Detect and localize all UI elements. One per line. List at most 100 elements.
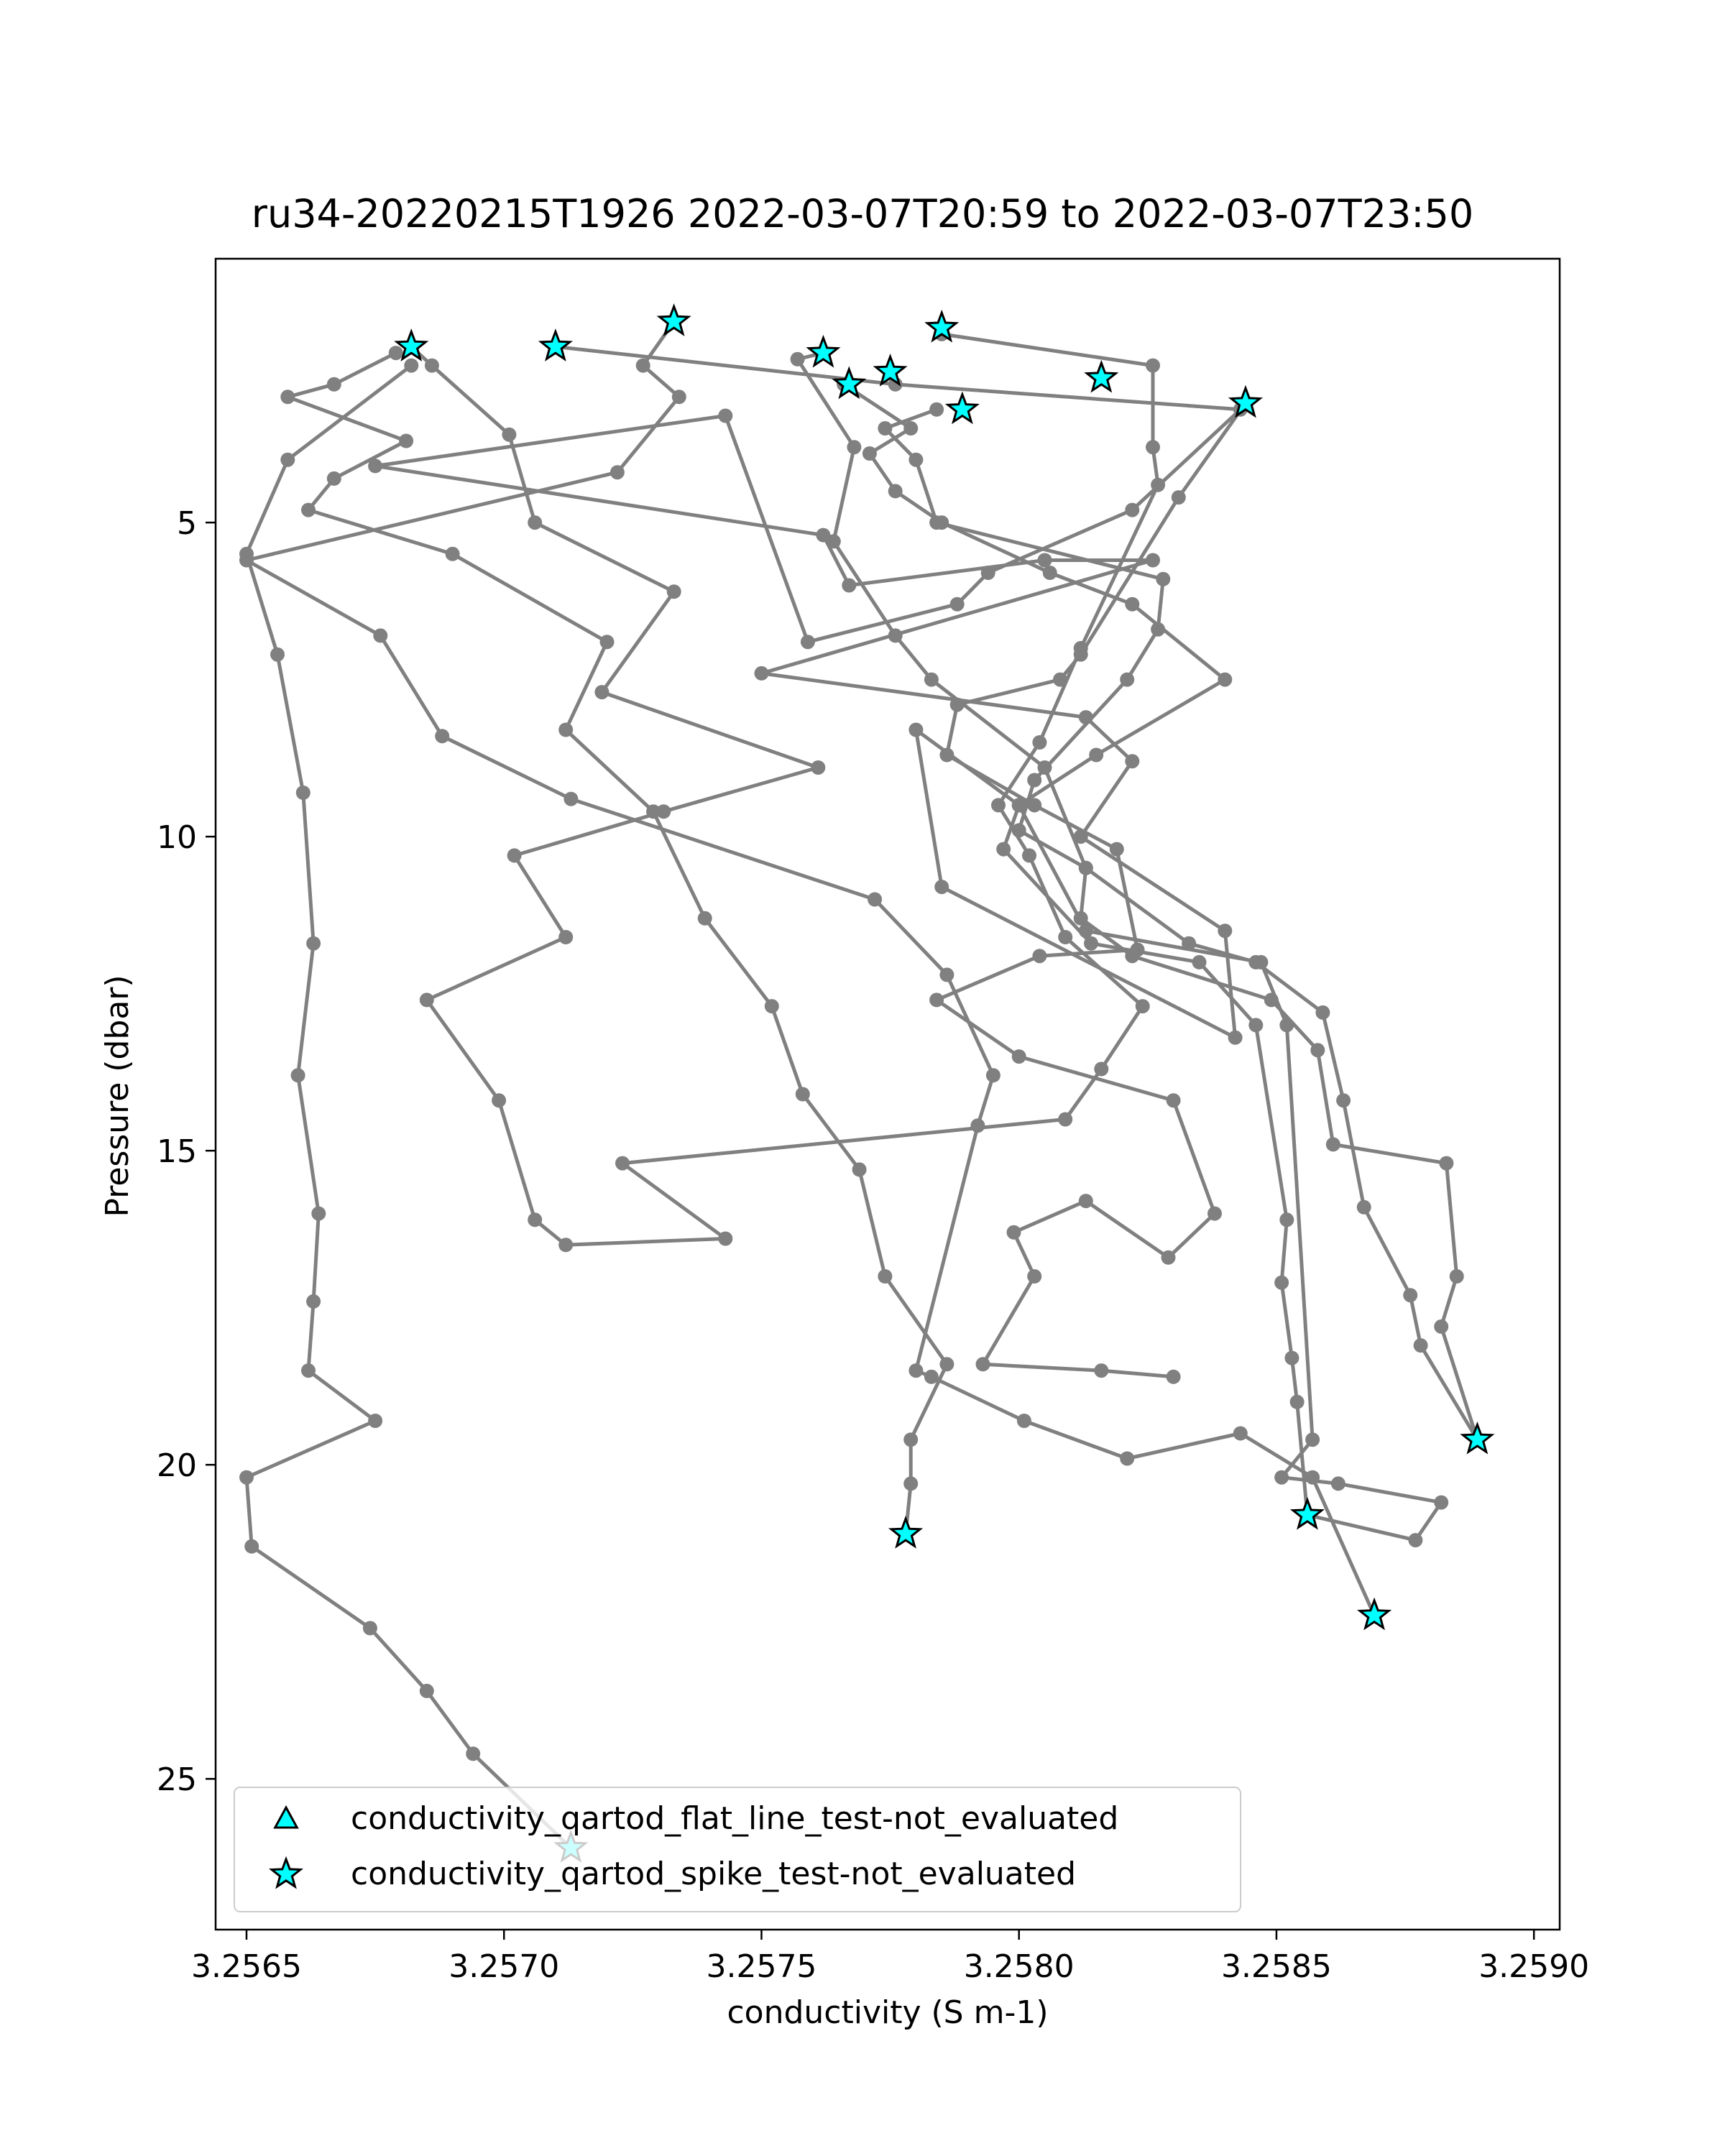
- data-point: [847, 440, 862, 455]
- y-axis-label: Pressure (dbar): [99, 975, 136, 1217]
- x-tick-label: 3.2585: [1221, 1948, 1332, 1985]
- data-point: [1336, 1093, 1351, 1108]
- data-point: [1027, 773, 1042, 788]
- x-tick-label: 3.2580: [964, 1948, 1075, 1985]
- data-point: [1053, 672, 1067, 687]
- data-point: [239, 1470, 254, 1485]
- data-point: [1094, 1061, 1109, 1077]
- data-point: [1248, 1018, 1264, 1033]
- data-point: [1356, 1199, 1371, 1215]
- data-point: [1182, 936, 1197, 951]
- data-point: [862, 446, 877, 461]
- data-point: [1449, 1269, 1464, 1284]
- data-point: [435, 729, 450, 744]
- data-point: [1218, 923, 1233, 939]
- data-point: [280, 452, 295, 467]
- data-point: [311, 1206, 326, 1221]
- data-point: [1006, 1225, 1021, 1240]
- data-point: [939, 967, 954, 982]
- data-point: [1434, 1319, 1449, 1334]
- plot-area: [214, 257, 1561, 1931]
- data-point: [795, 1087, 810, 1102]
- data-point: [671, 390, 686, 405]
- series-line: [410, 332, 1160, 1247]
- y-tick-label: 5: [177, 505, 197, 542]
- spike-flag-star: [656, 303, 691, 336]
- data-point: [949, 697, 965, 712]
- x-tick-label: 3.2570: [448, 1948, 559, 1985]
- data-point: [239, 546, 254, 561]
- data-point: [1022, 848, 1036, 863]
- data-point: [306, 936, 321, 951]
- y-tick-label: 15: [157, 1133, 197, 1170]
- data-point: [419, 1683, 434, 1698]
- data-point: [985, 1068, 1000, 1083]
- data-point: [326, 377, 341, 392]
- data-point: [1279, 1212, 1294, 1227]
- data-point: [852, 1162, 867, 1177]
- data-point: [1408, 1533, 1423, 1548]
- data-point: [1130, 942, 1145, 957]
- y-tick-label: 20: [157, 1447, 197, 1484]
- data-point: [1058, 1112, 1073, 1127]
- data-point: [1305, 1432, 1320, 1447]
- spike-flag-star: [832, 366, 867, 400]
- spike-flag-star: [944, 391, 980, 425]
- data-point: [970, 1118, 985, 1133]
- data-point: [295, 786, 310, 800]
- spike-flag-star: [538, 328, 573, 361]
- data-point: [1011, 1049, 1026, 1064]
- data-point: [975, 1357, 990, 1372]
- x-axis: 3.2565 3.2570 3.2575 3.2580 3.2585 3.2590: [191, 1930, 1589, 1985]
- data-point: [301, 1363, 316, 1378]
- data-point: [1146, 358, 1160, 373]
- x-tick-label: 3.2590: [1478, 1948, 1589, 1985]
- data-point: [996, 842, 1011, 857]
- series-line: [285, 351, 949, 1534]
- data-point: [507, 848, 522, 863]
- data-point: [1248, 954, 1264, 969]
- data-point: [466, 1746, 481, 1761]
- triangle-marker-glyph: [273, 1805, 299, 1829]
- data-point: [1305, 1470, 1320, 1485]
- data-point: [1027, 1269, 1042, 1284]
- data-point: [1403, 1288, 1418, 1303]
- chart-title: ru34-20220215T1926 2022-03-07T20:59 to 2…: [252, 191, 1473, 236]
- series-layer: [239, 314, 1485, 1856]
- data-point: [1325, 1137, 1340, 1152]
- data-point: [790, 351, 805, 367]
- data-point: [1218, 672, 1233, 687]
- x-tick-label: 3.2565: [191, 1948, 302, 1985]
- data-point: [290, 1068, 305, 1083]
- data-point: [1151, 622, 1166, 637]
- data-point: [558, 722, 574, 737]
- data-point: [306, 1294, 321, 1309]
- data-point: [1434, 1495, 1449, 1510]
- data-point: [244, 1539, 259, 1554]
- spike-flag-star: [806, 334, 841, 368]
- data-point: [326, 471, 341, 486]
- data-point: [1073, 911, 1088, 926]
- data-point: [934, 880, 949, 895]
- data-point: [929, 402, 944, 417]
- data-point: [1042, 566, 1057, 580]
- x-tick-label: 3.2575: [706, 1948, 816, 1985]
- series-8: [280, 346, 954, 1542]
- data-point: [980, 566, 995, 580]
- plot-frame: [214, 257, 1561, 1931]
- data-point: [878, 421, 893, 436]
- data-point: [301, 502, 316, 517]
- data-point: [1011, 823, 1026, 838]
- data-point: [1058, 930, 1073, 944]
- data-point: [1161, 1250, 1176, 1265]
- data-point: [924, 1369, 939, 1384]
- data-point: [991, 798, 1006, 813]
- data-point: [888, 484, 903, 499]
- series-line: [883, 407, 1479, 1440]
- data-point: [1208, 1206, 1222, 1221]
- data-point: [362, 1621, 377, 1636]
- series-1: [404, 326, 1166, 1253]
- data-point: [1330, 1476, 1346, 1491]
- data-point: [754, 665, 769, 681]
